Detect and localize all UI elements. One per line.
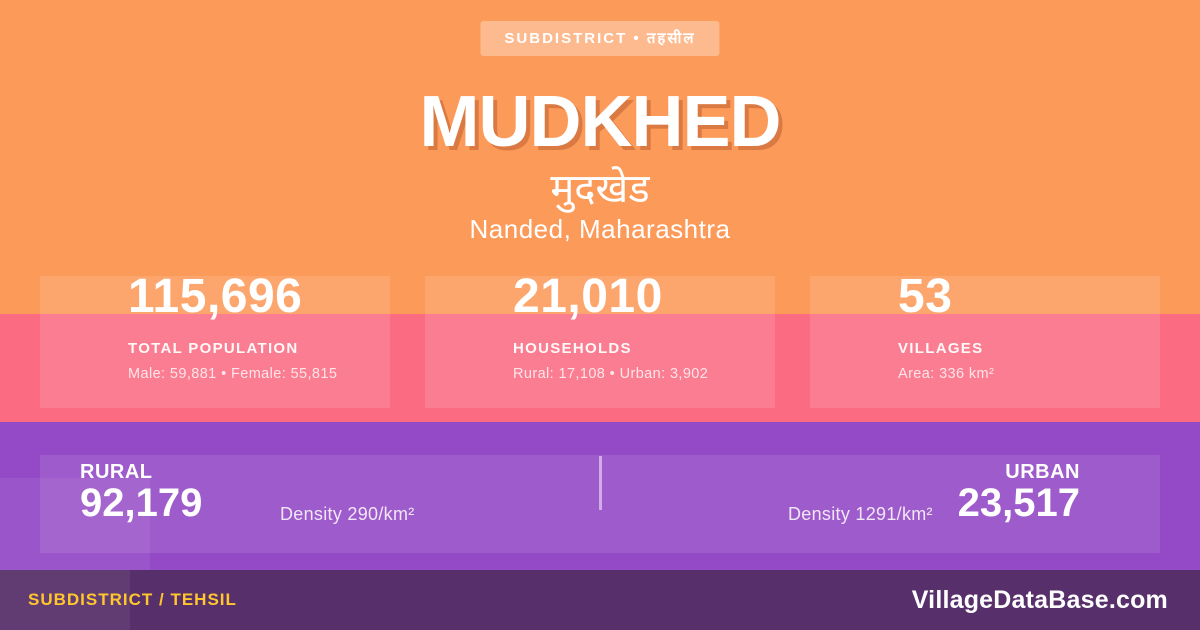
urban-label: URBAN — [1005, 461, 1080, 483]
rural-label: RURAL — [80, 461, 153, 483]
decor-overlay-left-band — [0, 478, 150, 570]
stat-card-total-population: 115,696 TOTAL POPULATION Male: 59,881 • … — [40, 270, 390, 408]
title-native-devanagari: मुदखेड — [550, 166, 650, 212]
footer-entity-type-label: SUBDISTRICT / TEHSIL — [28, 590, 237, 609]
header-background — [0, 0, 1200, 314]
stat-card-households: 21,010 HOUSEHOLDS Rural: 17,108 • Urban:… — [425, 270, 775, 408]
stat-value-villages: 53 — [898, 270, 953, 323]
site-name: VillageDataBase.com — [911, 586, 1168, 614]
stat-value-households: 21,010 — [513, 270, 663, 323]
decor-overlay-left-footer — [0, 570, 130, 630]
stat-detail-rural-urban: Rural: 17,108 • Urban: 3,902 — [513, 366, 709, 382]
urban-population-value: 23,517 — [957, 481, 1080, 525]
stat-label-villages: VILLAGES — [898, 340, 984, 357]
stat-label-households: HOUSEHOLDS — [513, 340, 632, 357]
stats-background — [0, 314, 1200, 422]
rural-population-value: 92,179 — [80, 481, 203, 525]
rural-urban-divider — [599, 456, 602, 510]
page-title: MUDKHED — [419, 82, 782, 162]
stat-detail-area: Area: 336 km² — [898, 366, 995, 382]
rural-density: Density 290/km² — [280, 504, 415, 524]
stat-label-total-population: TOTAL POPULATION — [128, 340, 299, 357]
stat-detail-male-female: Male: 59,881 • Female: 55,815 — [128, 366, 338, 382]
stat-card-villages: 53 VILLAGES Area: 336 km² — [810, 270, 1160, 408]
location-subtitle: Nanded, Maharashtra — [469, 214, 731, 244]
urban-density: Density 1291/km² — [788, 504, 933, 524]
footer-background — [0, 570, 1200, 630]
entity-type-badge: SUBDISTRICT • तहसील — [480, 21, 720, 56]
stat-value-total-population: 115,696 — [128, 270, 303, 323]
